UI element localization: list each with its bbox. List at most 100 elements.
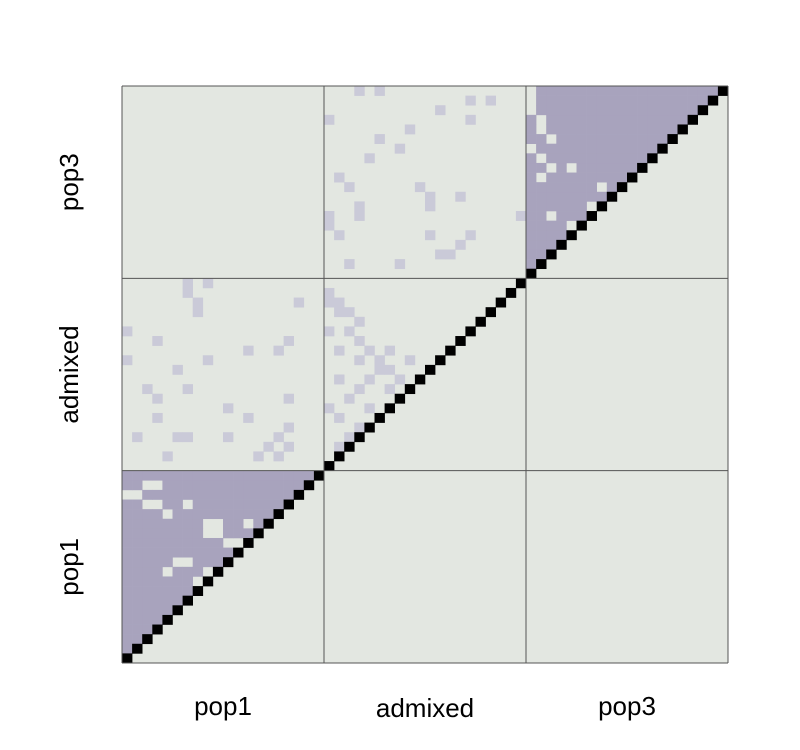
cell-pop3-pop3 — [667, 124, 678, 135]
cell-pop1-pop1 — [202, 509, 214, 520]
cell-pop3-pop3 — [596, 86, 608, 96]
cell-pop3-pop3 — [627, 124, 638, 135]
cell-pop3-pop3 — [536, 201, 547, 212]
diagonal-cell — [344, 441, 355, 452]
cell-pop1-pop1 — [162, 480, 173, 491]
cell-pop3-pop3 — [576, 182, 587, 193]
cell-pop1-pop1 — [142, 576, 153, 587]
diagonal-cell — [122, 653, 133, 664]
cell-pop3-pop3 — [556, 105, 567, 116]
cell-pop1-pop1 — [132, 537, 143, 548]
cell-pop1-pop1 — [172, 586, 183, 596]
diagonal-cell — [717, 86, 729, 96]
cell-pop1-pop1 — [142, 547, 153, 558]
cell-pop3-pop3 — [576, 191, 587, 202]
cell-pop3-pop3 — [657, 95, 668, 106]
cell-pop1-pop1 — [172, 576, 183, 587]
cell-pop1-pop1 — [243, 489, 254, 500]
cell-pop3-pop3 — [546, 95, 557, 106]
cell-pop3-pop3 — [637, 153, 648, 164]
cell-pop3-pop3 — [627, 114, 638, 125]
cell-pop1-pop1 — [152, 557, 163, 568]
cell-pop3-pop3 — [647, 86, 658, 96]
cell-pop3-pop3 — [566, 153, 577, 164]
cell-pop1-pop1 — [253, 509, 264, 520]
cell-pop3-pop3 — [576, 211, 587, 221]
cell-pop1-admixed — [152, 336, 163, 346]
cell-admixed-admixed — [334, 374, 345, 385]
cell-pop1-pop1 — [192, 499, 204, 510]
cell-pop1-pop1 — [132, 480, 143, 491]
cell-pop1-pop1 — [142, 528, 153, 539]
cell-pop1-pop1 — [273, 470, 284, 481]
cell-pop3-pop3 — [586, 191, 597, 202]
cell-pop1-pop1 — [172, 595, 183, 606]
cell-pop3-pop3 — [526, 182, 537, 193]
cell-pop1-pop1 — [223, 528, 234, 539]
cell-pop3-pop3 — [526, 114, 537, 125]
cell-pop1-pop1 — [132, 566, 143, 577]
diagonal-cell — [324, 461, 335, 471]
cell-pop3-pop3 — [586, 124, 597, 135]
cell-admixed-pop3 — [455, 191, 466, 202]
x-tick-label-pop3: pop3 — [598, 691, 656, 721]
cell-pop1-pop1 — [132, 470, 143, 481]
cell-pop1-pop1 — [152, 614, 163, 625]
cell-pop1-pop1 — [192, 566, 204, 577]
cell-pop1-pop1 — [142, 614, 153, 625]
diagonal-cell — [142, 634, 153, 645]
cell-pop3-pop3 — [536, 95, 547, 106]
cell-pop1-admixed — [152, 393, 163, 404]
cell-pop1-pop1 — [132, 528, 143, 539]
cell-pop1-pop1 — [243, 528, 254, 539]
cell-pop3-pop3 — [616, 153, 628, 164]
cell-pop1-pop1 — [162, 586, 173, 596]
cell-pop1-pop1 — [122, 624, 133, 635]
diagonal-cell — [364, 422, 375, 433]
cell-admixed-pop3 — [455, 239, 466, 250]
cell-pop1-pop1 — [122, 586, 133, 596]
cell-pop1-pop1 — [162, 595, 173, 606]
cell-pop1-pop1 — [253, 518, 264, 529]
cell-pop3-pop3 — [576, 124, 587, 135]
cell-admixed-pop3 — [485, 95, 496, 106]
cell-pop3-pop3 — [606, 182, 618, 193]
cell-admixed-pop3 — [465, 95, 476, 106]
cell-pop3-pop3 — [606, 105, 618, 116]
cell-pop3-pop3 — [606, 86, 618, 96]
cell-pop3-pop3 — [536, 230, 547, 241]
cell-pop3-pop3 — [637, 143, 648, 154]
cell-pop1-pop1 — [212, 557, 224, 568]
cell-pop1-pop1 — [142, 605, 153, 616]
cell-pop1-pop1 — [122, 634, 133, 645]
diagonal-cell — [132, 643, 143, 654]
cell-pop1-pop1 — [122, 528, 133, 539]
cell-pop1-pop1 — [142, 566, 153, 577]
cell-admixed-admixed — [324, 287, 335, 298]
cell-pop1-admixed — [182, 287, 193, 298]
diagonal-cell — [445, 345, 456, 356]
cell-admixed-pop3 — [364, 153, 375, 164]
diagonal-cell — [394, 393, 406, 404]
diagonal-cell — [465, 326, 476, 337]
cell-pop1-pop1 — [263, 489, 274, 500]
cell-pop1-admixed — [142, 384, 153, 395]
cell-pop1-pop1 — [122, 605, 133, 616]
cell-pop1-pop1 — [212, 489, 224, 500]
cell-pop3-pop3 — [546, 124, 557, 135]
cell-pop1-pop1 — [132, 634, 143, 645]
cell-pop3-pop3 — [526, 134, 537, 144]
cell-pop1-admixed — [283, 336, 294, 346]
cell-pop3-pop3 — [657, 124, 668, 135]
cell-pop1-pop1 — [192, 470, 204, 481]
cell-pop3-pop3 — [536, 249, 547, 260]
cell-pop1-pop1 — [253, 480, 264, 491]
cell-pop3-pop3 — [616, 105, 628, 116]
diagonal-cell — [576, 220, 587, 231]
cell-admixed-pop3 — [374, 134, 385, 144]
cell-pop1-pop1 — [263, 509, 274, 520]
cell-pop3-pop3 — [526, 191, 537, 202]
cell-pop1-admixed — [293, 297, 305, 308]
cell-pop1-pop1 — [132, 518, 143, 529]
cell-pop1-pop1 — [243, 480, 254, 491]
